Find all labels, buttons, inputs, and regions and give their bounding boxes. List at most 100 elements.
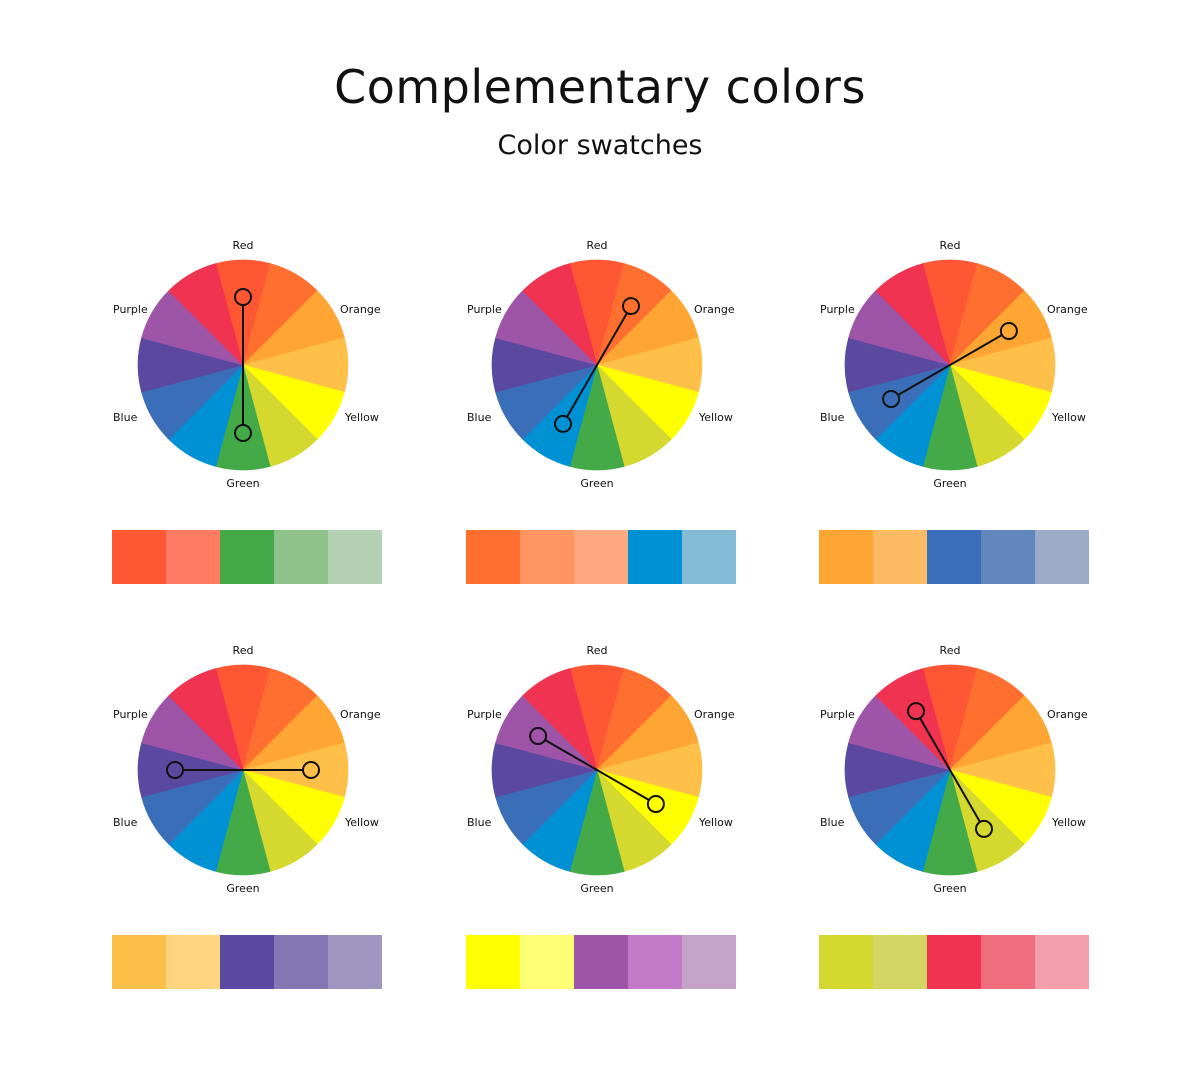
complement-marker xyxy=(529,727,548,745)
label-green: Green xyxy=(226,477,259,490)
label-blue: Blue xyxy=(113,816,138,829)
color-wheel: Red Orange Yellow Green Blue Purple xyxy=(467,644,735,895)
label-purple: Purple xyxy=(113,303,148,316)
complement-marker xyxy=(554,414,572,433)
swatch-bar xyxy=(112,530,382,584)
example-6: Red Orange Yellow Green Blue Purple xyxy=(802,640,1102,1020)
label-green: Green xyxy=(933,477,966,490)
swatch xyxy=(927,935,981,989)
swatch xyxy=(274,935,328,989)
swatch xyxy=(628,935,682,989)
wheel-segments xyxy=(137,259,349,471)
swatch-bar xyxy=(466,935,736,989)
label-yellow: Yellow xyxy=(344,816,379,829)
label-purple: Purple xyxy=(820,708,855,721)
wheel-segment xyxy=(875,263,951,367)
swatch xyxy=(981,935,1035,989)
swatch xyxy=(1035,935,1089,989)
label-red: Red xyxy=(940,239,961,252)
swatch xyxy=(274,530,328,584)
swatch xyxy=(520,935,574,989)
complement-marker xyxy=(234,424,252,442)
swatch xyxy=(328,935,382,989)
label-orange: Orange xyxy=(1047,708,1088,721)
example-5: Red Orange Yellow Green Blue Purple xyxy=(449,640,749,1020)
complement-connector xyxy=(890,330,1010,400)
wheel-segment xyxy=(522,263,598,367)
primary-marker xyxy=(975,819,993,838)
label-yellow: Yellow xyxy=(1051,816,1086,829)
swatch xyxy=(466,935,520,989)
swatch xyxy=(220,935,274,989)
swatch xyxy=(220,530,274,584)
swatch xyxy=(628,530,682,584)
label-orange: Orange xyxy=(694,303,735,316)
swatch xyxy=(819,530,873,584)
swatch-bar xyxy=(466,530,736,584)
label-purple: Purple xyxy=(113,708,148,721)
label-green: Green xyxy=(580,477,613,490)
label-blue: Blue xyxy=(820,411,845,424)
complement-connector xyxy=(915,710,985,830)
swatch xyxy=(520,530,574,584)
label-yellow: Yellow xyxy=(1051,411,1086,424)
swatch xyxy=(112,530,166,584)
example-2: Red Orange Yellow Green Blue Purple xyxy=(449,235,749,615)
primary-marker xyxy=(234,288,252,306)
swatch xyxy=(819,935,873,989)
swatch xyxy=(873,530,927,584)
page-title: Complementary colors xyxy=(334,60,866,114)
color-wheel: Red Orange Yellow Green Blue Purple xyxy=(820,239,1088,490)
swatch xyxy=(166,935,220,989)
label-orange: Orange xyxy=(1047,303,1088,316)
wheel-segment xyxy=(168,263,244,367)
swatch xyxy=(112,935,166,989)
page-subtitle: Color swatches xyxy=(497,130,703,161)
label-purple: Purple xyxy=(467,708,502,721)
primary-marker xyxy=(302,761,320,779)
label-blue: Blue xyxy=(820,816,845,829)
swatch-bar xyxy=(819,935,1089,989)
label-green: Green xyxy=(933,882,966,895)
label-red: Red xyxy=(233,644,254,657)
label-red: Red xyxy=(940,644,961,657)
wheel-segments xyxy=(137,664,349,876)
wheel-segments xyxy=(844,259,1056,471)
swatch xyxy=(574,530,628,584)
complement-connector xyxy=(562,305,632,425)
label-green: Green xyxy=(580,882,613,895)
wheel-segment xyxy=(168,668,244,772)
complement-connector xyxy=(537,735,657,805)
primary-marker xyxy=(622,297,640,316)
color-wheel: Red Orange Yellow Green Blue Purple xyxy=(820,644,1088,895)
swatch xyxy=(682,530,736,584)
swatch xyxy=(1035,530,1089,584)
swatch xyxy=(927,530,981,584)
wheel-segment xyxy=(522,668,598,772)
swatch xyxy=(682,935,736,989)
swatch xyxy=(574,935,628,989)
label-blue: Blue xyxy=(467,816,492,829)
swatch xyxy=(166,530,220,584)
swatch xyxy=(466,530,520,584)
label-orange: Orange xyxy=(340,708,381,721)
example-3: Red Orange Yellow Green Blue Purple xyxy=(802,235,1102,615)
swatch-bar xyxy=(819,530,1089,584)
example-4: Red Orange Yellow Green Blue Purple xyxy=(95,640,395,1020)
color-wheel: Red Orange Yellow Green Blue Purple xyxy=(113,239,381,490)
wheel-segments xyxy=(491,664,703,876)
label-yellow: Yellow xyxy=(698,411,733,424)
complement-marker xyxy=(166,761,184,779)
primary-marker xyxy=(646,795,665,813)
label-blue: Blue xyxy=(467,411,492,424)
label-red: Red xyxy=(233,239,254,252)
label-red: Red xyxy=(587,239,608,252)
label-purple: Purple xyxy=(467,303,502,316)
label-yellow: Yellow xyxy=(344,411,379,424)
color-wheel: Red Orange Yellow Green Blue Purple xyxy=(467,239,735,490)
label-purple: Purple xyxy=(820,303,855,316)
swatch-bar xyxy=(112,935,382,989)
complement-marker xyxy=(907,702,925,721)
label-orange: Orange xyxy=(340,303,381,316)
color-wheel: Red Orange Yellow Green Blue Purple xyxy=(113,644,381,895)
